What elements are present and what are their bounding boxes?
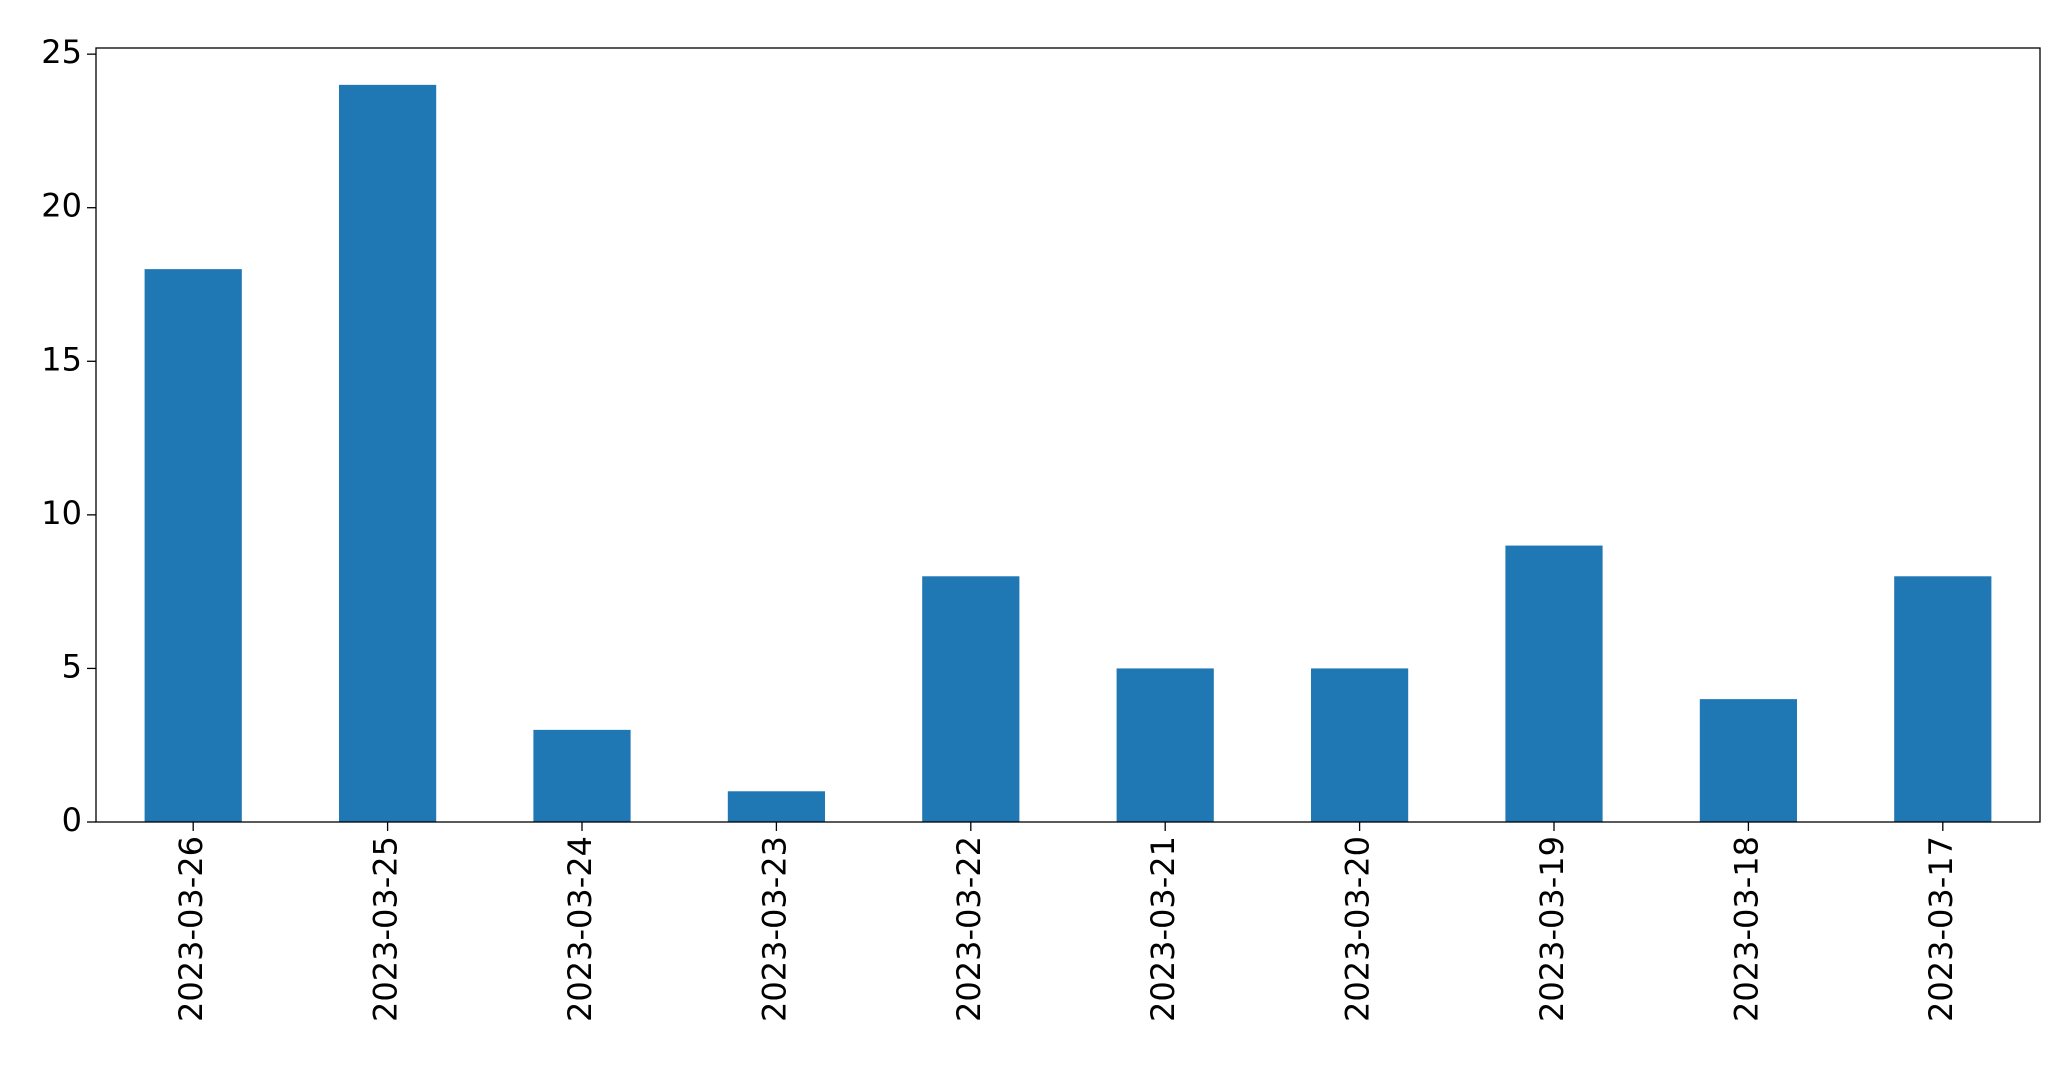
bar [922, 576, 1020, 822]
y-tick-label: 25 [41, 33, 82, 71]
y-tick-label: 10 [41, 494, 82, 532]
plot-frame [95, 47, 2041, 823]
y-tick-label: 15 [41, 340, 82, 378]
x-tick-label: 2023-03-25 [367, 836, 405, 1022]
x-tick-label: 2023-03-24 [561, 836, 599, 1022]
bar [1699, 699, 1797, 822]
bar [533, 729, 631, 822]
x-tick-label: 2023-03-26 [172, 836, 210, 1022]
bar [1116, 668, 1214, 822]
bar [339, 84, 437, 823]
bar [1894, 576, 1992, 822]
bar [727, 791, 825, 822]
bar [1311, 668, 1409, 822]
x-tick-label: 2023-03-23 [755, 836, 793, 1022]
x-tick-label: 2023-03-22 [950, 836, 988, 1022]
x-tick-label: 2023-03-21 [1144, 836, 1182, 1022]
y-tick-label: 5 [62, 647, 82, 685]
x-tick-label: 2023-03-20 [1339, 836, 1377, 1022]
y-tick-label: 0 [62, 801, 82, 839]
x-tick-label: 2023-03-18 [1727, 836, 1765, 1022]
bar [144, 269, 242, 823]
x-tick-label: 2023-03-17 [1922, 836, 1960, 1022]
x-tick-label: 2023-03-19 [1533, 836, 1571, 1022]
y-tick-label: 20 [41, 187, 82, 225]
bar [1505, 545, 1603, 822]
